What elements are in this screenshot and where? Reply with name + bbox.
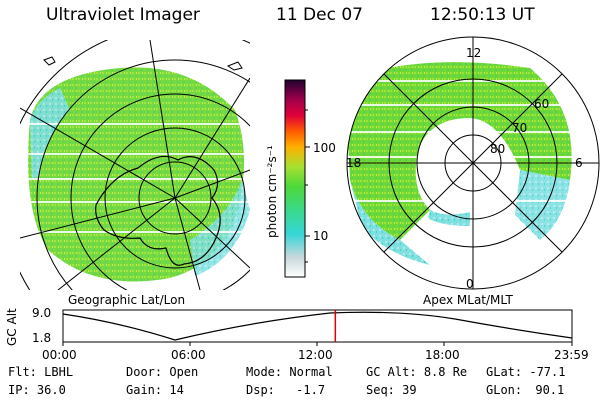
param-flt-label: Flt: [8, 365, 37, 379]
param-mode-value: Normal [289, 365, 333, 379]
mlat-label-80: 80 [490, 142, 506, 156]
time-tick-0600: 06:00 [171, 348, 206, 362]
param-door-value: Open [169, 365, 199, 379]
param-ip: IP: 36.0 [8, 384, 66, 396]
observation-date: 11 Dec 07 [276, 5, 363, 25]
param-gain-label: Gain: [126, 383, 163, 397]
time-tick-1200: 12:00 [298, 348, 333, 362]
param-gcalt-label: GC Alt: [366, 365, 417, 379]
left-panel-caption: Geographic Lat/Lon [68, 293, 186, 307]
param-door: Door: Open [126, 366, 198, 378]
colorbar-tick-10: 10 [313, 229, 329, 243]
param-glat-label: GLat: [486, 365, 523, 379]
param-mode-label: Mode: [246, 365, 283, 379]
param-seq-label: Seq: [366, 383, 395, 397]
mlt-label-left: 18 [346, 156, 362, 170]
imager-title: Ultraviolet Imager [46, 5, 200, 25]
observation-time: 12:50:13 UT [430, 5, 535, 25]
timeline-ymin: 1.8 [32, 331, 52, 345]
mlat-label-60: 60 [534, 97, 550, 111]
right-panel-caption: Apex MLat/MLT [423, 293, 513, 307]
param-dsp-value: -1.7 [296, 383, 326, 397]
time-tick-1800: 18:00 [425, 348, 460, 362]
colorbar-tick-100: 100 [313, 141, 336, 155]
param-glat-value: -77.1 [529, 365, 566, 379]
color-scale-bar [284, 79, 306, 278]
param-gain-value: 14 [169, 383, 184, 397]
param-glat: GLat: -77.1 [486, 366, 565, 378]
param-glon: GLon: 90.1 [486, 384, 564, 396]
mlt-label-bottom: 0 [466, 277, 474, 291]
param-gain: Gain: 14 [126, 384, 184, 396]
mlat-label-70: 70 [512, 121, 528, 135]
mlt-label-right: 6 [575, 156, 583, 170]
param-door-label: Door: [126, 365, 163, 379]
param-dsp-label: Dsp: [246, 383, 275, 397]
param-glon-label: GLon: [486, 383, 523, 397]
param-glon-value: 90.1 [535, 383, 565, 397]
param-gcalt-value: 8.8 Re [423, 365, 468, 379]
param-mode: Mode: Normal [246, 366, 333, 378]
param-ip-label: IP: [8, 383, 30, 397]
time-tick-0000: 00:00 [42, 348, 77, 362]
geographic-map [20, 40, 250, 290]
time-tick-2359: 23:59 [554, 348, 589, 362]
param-seq: Seq: 39 [366, 384, 417, 396]
param-seq-value: 39 [402, 383, 417, 397]
param-flt: Flt: LBHL [8, 366, 73, 378]
timeline-ylabel: GC Alt [5, 308, 19, 346]
colorbar-unit-label: photon cm⁻²s⁻¹ [265, 145, 279, 238]
param-gcalt: GC Alt: 8.8 Re [366, 366, 467, 378]
altitude-timeline [62, 309, 573, 346]
param-flt-value: LBHL [44, 365, 74, 379]
param-dsp: Dsp: -1.7 [246, 384, 325, 396]
mlt-label-top: 12 [466, 46, 482, 60]
timeline-ymax: 9.0 [32, 306, 52, 320]
param-ip-value: 36.0 [36, 383, 66, 397]
apex-polar-map [346, 36, 600, 290]
